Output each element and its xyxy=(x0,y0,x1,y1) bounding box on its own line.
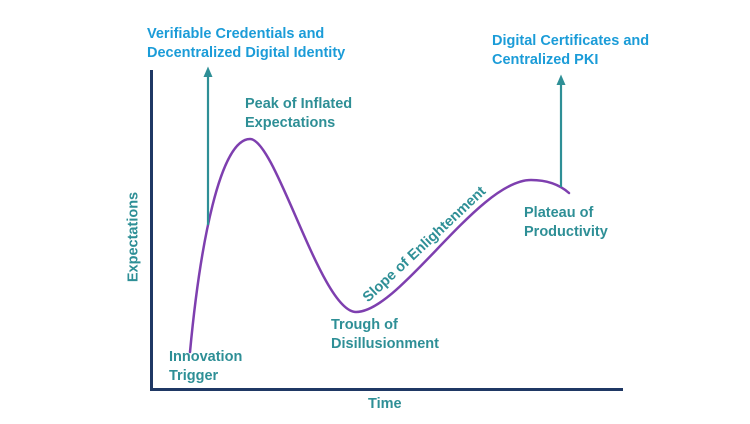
annotation-digital-certificates: Digital Certificates and Centralized PKI xyxy=(492,33,650,68)
annotation-verifiable-credentials: Verifiable Credentials and Decentralized… xyxy=(147,26,346,61)
digital-certificates-arrowhead-icon xyxy=(556,74,566,85)
verifiable-credentials-arrowhead-icon xyxy=(203,66,213,77)
phase-peak-of-inflated-expectations: Peak of Inflated Expectations xyxy=(245,96,353,131)
phase-innovation-trigger: Innovation Trigger xyxy=(169,349,243,384)
phase-trough-of-disillusionment: Trough of Disillusionment xyxy=(331,317,439,352)
axes-lines xyxy=(150,70,623,391)
hype-cycle-curve xyxy=(188,137,571,354)
y-axis-label: Expectations xyxy=(125,191,142,283)
x-axis-label: Time xyxy=(368,396,402,412)
phase-plateau-of-productivity: Plateau of Productivity xyxy=(524,205,608,240)
